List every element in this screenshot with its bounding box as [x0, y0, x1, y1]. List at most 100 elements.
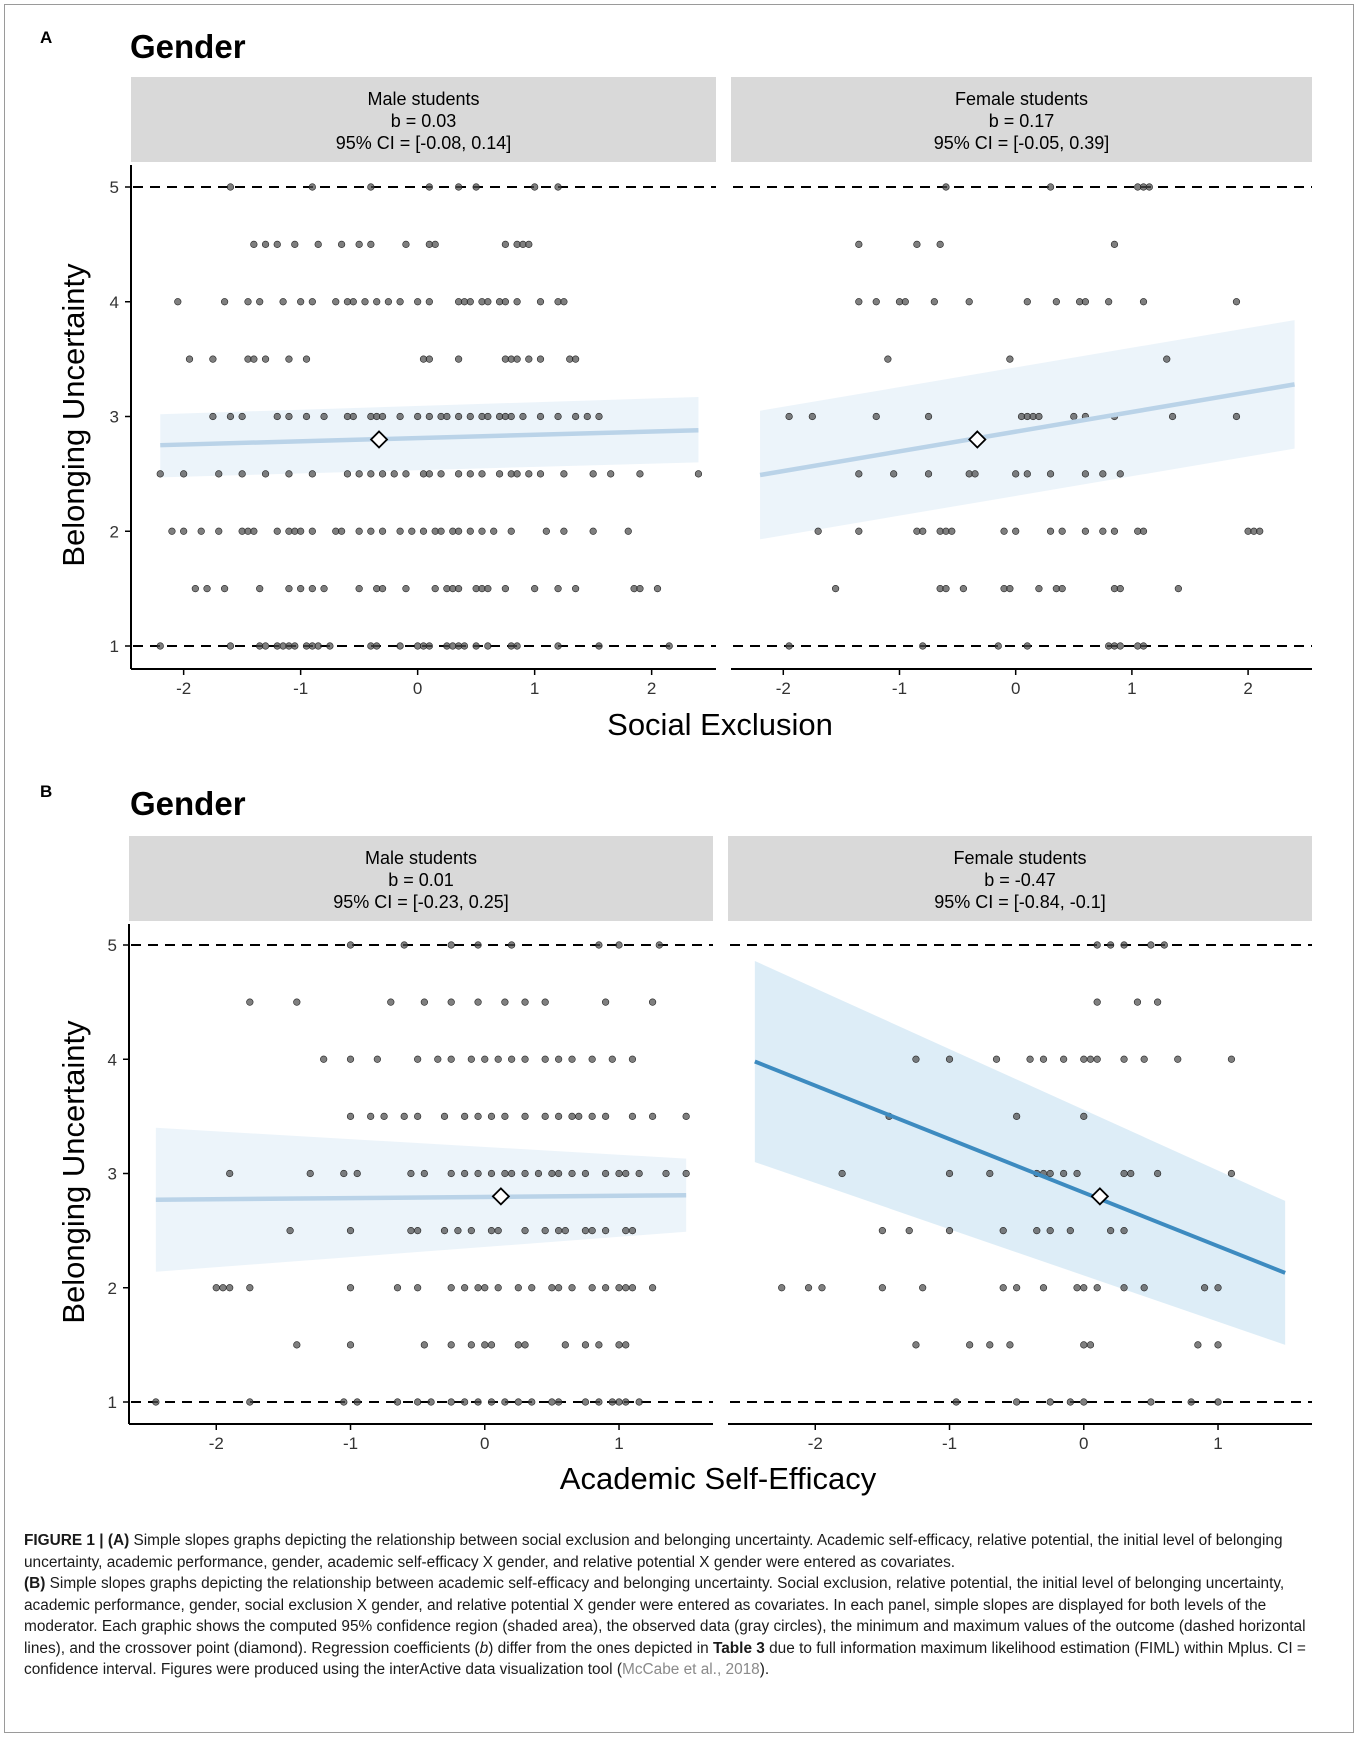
data-point — [1023, 470, 1031, 478]
data-point — [595, 412, 603, 421]
data-point — [1099, 470, 1107, 478]
data-point — [595, 1398, 603, 1406]
data-point — [378, 527, 387, 535]
data-point — [346, 941, 355, 949]
data-point — [905, 1227, 913, 1235]
data-point — [461, 1398, 469, 1406]
data-point — [390, 470, 398, 478]
data-point — [1133, 998, 1142, 1006]
data-point — [536, 470, 545, 478]
data-point — [308, 585, 316, 593]
data-point — [297, 527, 305, 535]
fit-line — [754, 1059, 1286, 1275]
data-point — [474, 1284, 482, 1292]
data-point — [273, 412, 281, 421]
data-point — [219, 1284, 227, 1292]
ci-band — [155, 1127, 687, 1272]
data-point — [601, 1112, 610, 1120]
data-point — [1058, 527, 1066, 535]
data-point — [571, 585, 580, 593]
data-point — [455, 527, 463, 535]
data-point — [878, 1284, 886, 1292]
data-point — [447, 941, 455, 949]
x-tick-label: -2 — [176, 679, 191, 698]
caption-citation-link[interactable]: McCabe et al., 2018 — [622, 1661, 760, 1678]
panel-letter: A — [40, 28, 52, 47]
caption-b-label: (B) — [24, 1575, 46, 1592]
data-point — [936, 240, 944, 248]
data-point — [414, 1112, 422, 1120]
data-point — [407, 1169, 415, 1178]
data-point — [501, 1169, 509, 1178]
data-point — [474, 998, 482, 1006]
data-point — [1081, 470, 1090, 478]
data-point — [191, 585, 199, 593]
data-point — [414, 1055, 422, 1063]
caption-a-text: Simple slopes graphs depicting the relat… — [24, 1532, 1283, 1571]
strip-label: 95% CI = [-0.84, -0.1] — [934, 892, 1106, 912]
x-tick-label: -1 — [892, 679, 907, 698]
data-point — [367, 527, 375, 535]
data-point — [521, 1112, 529, 1120]
data-point — [185, 355, 194, 363]
data-point — [601, 998, 610, 1006]
data-point — [528, 1284, 536, 1292]
data-point — [487, 1112, 496, 1120]
data-point — [447, 1284, 455, 1292]
data-point — [487, 1398, 496, 1406]
data-point — [1174, 585, 1182, 593]
data-point — [1013, 1112, 1021, 1120]
data-point — [226, 642, 235, 650]
data-point — [437, 527, 445, 535]
data-point — [226, 412, 235, 421]
panel-letter: B — [40, 782, 52, 801]
data-point — [1116, 642, 1124, 650]
data-point — [378, 412, 387, 421]
y-tick-label: 5 — [110, 178, 119, 197]
data-point — [393, 1284, 402, 1292]
data-point — [378, 585, 387, 593]
data-point — [396, 527, 404, 535]
data-point — [514, 1284, 522, 1292]
data-point — [168, 527, 176, 535]
data-point — [583, 412, 591, 421]
data-point — [1046, 470, 1055, 478]
data-point — [1039, 1055, 1048, 1063]
data-point — [1194, 1341, 1202, 1349]
data-point — [501, 298, 510, 306]
data-point — [478, 527, 486, 535]
data-point — [180, 470, 188, 478]
data-point — [221, 585, 229, 593]
fit-line — [155, 1192, 687, 1203]
data-point — [648, 1112, 657, 1120]
data-point — [501, 240, 510, 248]
caption-b-text2: ) differ from the ones depicted in — [488, 1639, 709, 1657]
data-point — [447, 1169, 455, 1178]
facet-strip — [131, 77, 716, 162]
data-point — [1023, 298, 1031, 306]
strip-label: Male students — [367, 89, 479, 109]
y-tick-label: 2 — [108, 1279, 117, 1298]
data-point — [320, 585, 328, 593]
data-point — [420, 1341, 428, 1349]
data-point — [494, 1227, 502, 1235]
data-point — [1116, 470, 1124, 478]
crossover-diamond — [491, 1187, 511, 1206]
data-point — [531, 585, 539, 593]
data-point — [521, 1341, 529, 1349]
data-point — [986, 1341, 994, 1349]
data-point — [156, 642, 164, 650]
data-point — [355, 585, 363, 593]
data-point — [215, 470, 223, 478]
data-point — [508, 1055, 516, 1063]
data-point — [568, 1169, 576, 1178]
data-point — [425, 642, 433, 650]
data-point — [306, 1169, 314, 1178]
data-point — [261, 470, 270, 478]
data-point — [384, 298, 393, 306]
data-point — [872, 412, 880, 421]
data-point — [601, 1284, 610, 1292]
data-point — [1023, 642, 1031, 650]
data-point — [380, 1112, 388, 1120]
